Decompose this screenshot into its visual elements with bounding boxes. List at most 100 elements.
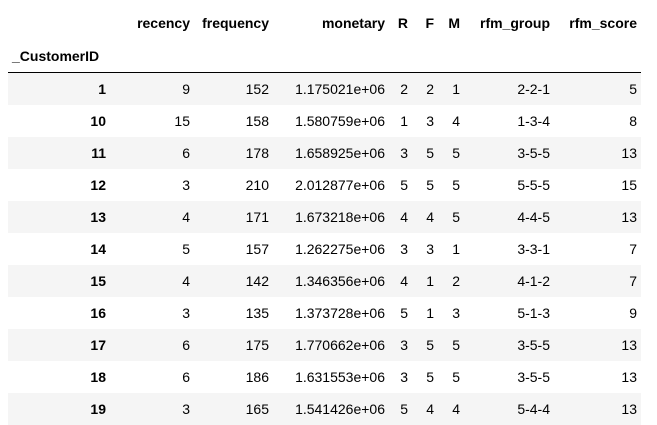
index-corner-cell [8,6,110,39]
m-cell: 5 [452,208,460,225]
table-row: 18 6 186 1.631553e+06 3 5 5 3-5-5 13 [8,361,641,393]
rfm-group-cell: 3-5-5 [517,336,550,353]
rfm-score-cell: 13 [621,400,637,417]
row-index-label: 18 [90,368,106,385]
row-index-label: 1 [98,80,106,97]
frequency-cell: 210 [245,176,269,193]
f-cell: 4 [426,400,434,417]
frequency-cell: 152 [245,80,269,97]
rfm-score-cell: 13 [621,144,637,161]
r-cell: 3 [400,240,408,257]
index-name-row: _CustomerID [8,39,641,73]
row-index-label: 10 [90,112,106,129]
r-cell: 4 [400,272,408,289]
frequency-cell: 142 [245,272,269,289]
rfm-group-cell: 5-5-5 [517,176,550,193]
frequency-cell: 171 [245,208,269,225]
recency-cell: 3 [182,400,190,417]
recency-cell: 3 [182,176,190,193]
m-cell: 5 [452,336,460,353]
monetary-cell: 1.262275e+06 [295,240,385,257]
m-cell: 2 [452,272,460,289]
rfm-group-cell: 3-5-5 [517,144,550,161]
rfm-group-cell: 2-2-1 [517,80,550,97]
monetary-cell: 1.770662e+06 [295,336,385,353]
table-row: 19 3 165 1.541426e+06 5 4 4 5-4-4 13 [8,392,641,425]
table-row: 10 15 158 1.580759e+06 1 3 4 1-3-4 8 [8,105,641,137]
recency-cell: 6 [182,368,190,385]
f-cell: 5 [426,176,434,193]
column-header-monetary: monetary [321,14,385,31]
table-row: 13 4 171 1.673218e+06 4 4 5 4-4-5 13 [8,200,641,233]
column-header-r: R [397,14,408,31]
rfm-score-cell: 8 [629,112,637,129]
monetary-cell: 1.580759e+06 [295,112,385,129]
monetary-cell: 1.541426e+06 [295,400,385,417]
recency-cell: 3 [182,304,190,321]
recency-cell: 4 [182,272,190,289]
row-index-label: 19 [90,400,106,417]
row-index-label: 17 [90,336,106,353]
table-row: 1 9 152 1.175021e+06 2 2 1 2-2-1 5 [8,72,641,105]
rfm-score-cell: 5 [629,80,637,97]
table-row: 11 6 178 1.658925e+06 3 5 5 3-5-5 13 [8,136,641,169]
rfm-score-cell: 13 [621,208,637,225]
rfm-score-cell: 9 [629,304,637,321]
m-cell: 5 [452,176,460,193]
f-cell: 4 [426,208,434,225]
recency-cell: 5 [182,240,190,257]
monetary-cell: 1.631553e+06 [295,368,385,385]
monetary-cell: 1.658925e+06 [295,144,385,161]
column-header-row: recency frequency monetary R F M rfm_gro… [8,6,641,39]
f-cell: 5 [426,368,434,385]
column-header-rfm-group: rfm_group [480,14,550,31]
column-header-f: F [425,14,434,31]
recency-cell: 4 [182,208,190,225]
m-cell: 5 [452,144,460,161]
frequency-cell: 135 [245,304,269,321]
rfm-score-cell: 13 [621,336,637,353]
rfm-group-cell: 3-5-5 [517,368,550,385]
recency-cell: 6 [182,144,190,161]
rfm-group-cell: 4-4-5 [517,208,550,225]
table-row: 15 4 142 1.346356e+06 4 1 2 4-1-2 7 [8,264,641,297]
monetary-cell: 1.673218e+06 [295,208,385,225]
column-header-rfm-score: rfm_score [569,14,637,31]
f-cell: 1 [426,304,434,321]
r-cell: 3 [400,144,408,161]
row-index-label: 11 [91,144,106,161]
r-cell: 4 [400,208,408,225]
m-cell: 1 [452,240,460,257]
m-cell: 3 [452,304,460,321]
rfm-score-cell: 13 [621,368,637,385]
table-body: 1 9 152 1.175021e+06 2 2 1 2-2-1 5 10 15 158 1.58075… [8,72,641,425]
rfm-group-cell: 3-3-1 [517,240,550,257]
f-cell: 2 [426,80,434,97]
table-header: recency frequency monetary R F M rfm_gro… [8,6,641,73]
f-cell: 1 [426,272,434,289]
f-cell: 3 [426,112,434,129]
f-cell: 3 [426,240,434,257]
row-index-label: 12 [90,176,106,193]
row-index-label: 14 [90,240,106,257]
rfm-group-cell: 5-1-3 [517,304,550,321]
monetary-cell: 1.346356e+06 [295,272,385,289]
frequency-cell: 178 [245,144,269,161]
f-cell: 5 [426,144,434,161]
table-row: 14 5 157 1.262275e+06 3 3 1 3-3-1 7 [8,233,641,265]
monetary-cell: 1.373728e+06 [295,304,385,321]
monetary-cell: 2.012877e+06 [295,176,385,193]
rfm-group-cell: 5-4-4 [517,400,550,417]
frequency-cell: 165 [245,400,269,417]
recency-cell: 15 [174,112,190,129]
row-index-label: 16 [90,304,106,321]
rfm-score-cell: 7 [629,272,637,289]
frequency-cell: 158 [245,112,269,129]
table-row: 12 3 210 2.012877e+06 5 5 5 5-5-5 15 [8,169,641,201]
dataframe-table: recency frequency monetary R F M rfm_gro… [8,6,641,425]
recency-cell: 6 [182,336,190,353]
column-header-m: M [448,14,460,31]
r-cell: 2 [400,80,408,97]
table-row: 16 3 135 1.373728e+06 5 1 3 5-1-3 9 [8,297,641,329]
